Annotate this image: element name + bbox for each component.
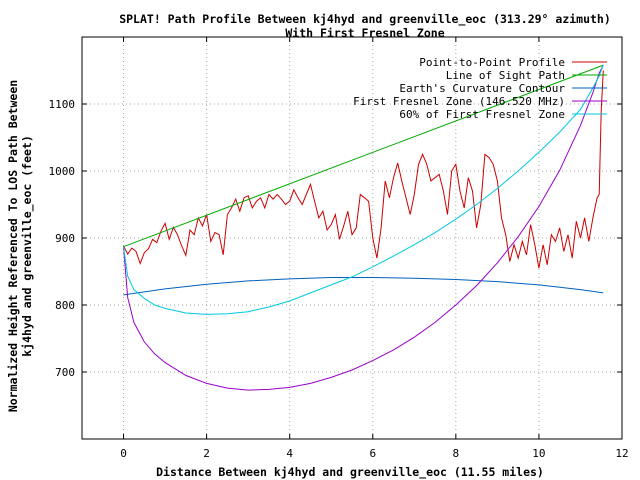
x-tick-label: 0: [120, 447, 127, 460]
y-tick-label: 1000: [49, 165, 76, 178]
legend-label: Point-to-Point Profile: [419, 56, 565, 69]
x-axis-label: Distance Between kj4hyd and greenville_e…: [156, 465, 544, 480]
point-to-point-profile-line: [123, 70, 604, 269]
x-tick-label: 4: [286, 447, 293, 460]
axis-ticks: 0 2 4 6 8 10 12 700 800 900 1000 1100: [49, 37, 629, 460]
x-tick-label: 8: [453, 447, 460, 460]
y-axis-label-line1: Normalized Height Referenced To LOS Path…: [6, 80, 20, 412]
y-tick-label: 800: [55, 299, 75, 312]
earth-curvature-line: [123, 277, 604, 296]
legend-label: Earth's Curvature Contour: [399, 82, 565, 95]
x-tick-label: 12: [615, 447, 628, 460]
chart-subtitle: With First Fresnel Zone: [285, 26, 444, 40]
x-tick-label: 6: [369, 447, 376, 460]
legend-label: First Fresnel Zone (146.520 MHz): [353, 95, 565, 108]
y-axis-label-line2: kj4hyd and greenville_eoc (feet): [20, 135, 35, 357]
y-tick-label: 900: [55, 232, 75, 245]
legend-label: Line of Sight Path: [446, 69, 565, 82]
x-tick-label: 2: [203, 447, 210, 460]
line-of-sight-line: [123, 64, 604, 248]
first-fresnel-zone-line: [123, 64, 604, 391]
y-tick-label: 1100: [49, 98, 76, 111]
x-tick-label: 10: [532, 447, 545, 460]
legend-label: 60% of First Fresnel Zone: [399, 108, 565, 121]
chart-title: SPLAT! Path Profile Between kj4hyd and g…: [119, 12, 611, 27]
series-lines: [123, 64, 604, 391]
fresnel-60pct-line: [123, 64, 604, 315]
y-tick-label: 700: [55, 366, 75, 379]
